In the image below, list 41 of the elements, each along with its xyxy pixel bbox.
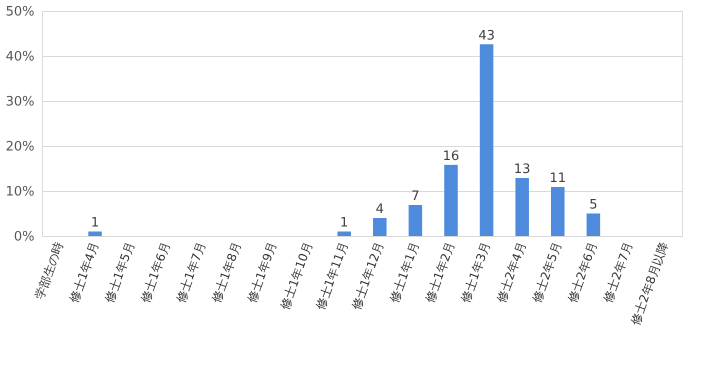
data-label: 13: [514, 162, 530, 177]
bar: [444, 164, 458, 236]
x-tick-label: 修士1年4月: [66, 240, 102, 304]
x-tick-label: 修士2年6月: [565, 240, 600, 304]
x-tick-label: 修士1年8月: [209, 240, 244, 304]
x-tick-label: 学部生の時: [32, 240, 66, 302]
bar: [88, 232, 102, 236]
bar: [515, 178, 529, 236]
x-tick-label: 修士2年4月: [494, 240, 529, 304]
x-tick-label: 修士1年6月: [138, 240, 173, 304]
x-tick-label: 修士2年7月: [600, 240, 636, 304]
data-label: 1: [340, 216, 348, 230]
bar: [408, 204, 422, 236]
data-label: 4: [376, 202, 384, 217]
data-label: 16: [442, 148, 460, 164]
bar: [586, 214, 600, 236]
y-tick-label: 50%: [6, 4, 34, 20]
x-tick-label: 修士1年12月: [348, 240, 386, 312]
y-tick-label: 20%: [6, 140, 34, 154]
y-tick-label: 0%: [14, 230, 34, 244]
x-tick-label: 修士1年11月: [313, 240, 351, 312]
data-label: 7: [411, 188, 420, 204]
y-tick-label: 30%: [6, 94, 34, 110]
x-tick-label: 修士2年5月: [530, 240, 564, 304]
x-tick-label: 修士1年10月: [278, 240, 316, 312]
y-tick-label: 10%: [6, 184, 34, 200]
data-label: 5: [589, 198, 598, 212]
data-label: 1: [90, 216, 100, 230]
x-tick-label: 修士1年3月: [458, 240, 494, 304]
x-tick-label: 修士1年9月: [244, 240, 280, 304]
data-label: 11: [550, 170, 566, 186]
bar: [480, 44, 494, 236]
x-tick-label: 修士1年1月: [387, 240, 422, 304]
x-tick-label: 修士1年2月: [422, 240, 458, 304]
data-label: 43: [478, 28, 495, 44]
bar: [551, 186, 565, 236]
x-tick-label: 修士1年7月: [174, 240, 208, 304]
bar: [337, 232, 351, 236]
y-tick-label: 40%: [6, 50, 34, 64]
bar: [373, 218, 387, 236]
x-tick-label: 修士1年5月: [102, 240, 138, 304]
